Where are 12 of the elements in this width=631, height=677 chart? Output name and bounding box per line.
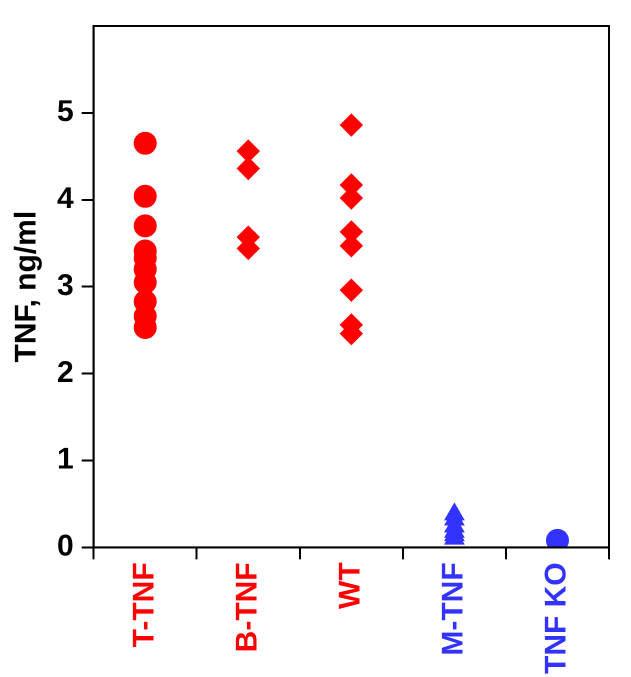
y-tick-label: 4 xyxy=(56,182,74,216)
y-tick-label: 5 xyxy=(56,95,74,128)
y-tick-label: 0 xyxy=(56,530,74,563)
y-axis-title: TNF, ng/ml xyxy=(9,210,42,363)
x-tick-label: TNF KO xyxy=(540,562,573,674)
x-tick-label: T-TNF xyxy=(127,562,160,648)
y-tick-label: 2 xyxy=(56,356,74,389)
y-tick-label: 3 xyxy=(56,268,74,302)
y-tick-label: 1 xyxy=(56,442,74,476)
x-tick-label: B-TNF xyxy=(230,562,264,652)
x-tick-label: WT xyxy=(334,562,367,609)
x-tick-label: M-TNF xyxy=(436,562,470,656)
